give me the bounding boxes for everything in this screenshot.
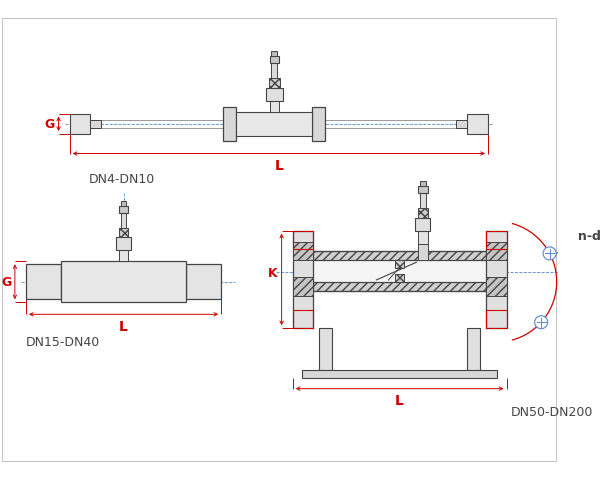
- Bar: [121, 214, 127, 228]
- Text: G: G: [1, 276, 11, 288]
- Bar: [271, 64, 277, 79]
- Bar: [293, 310, 313, 329]
- Bar: [266, 88, 283, 101]
- Bar: [293, 242, 313, 261]
- Bar: [313, 261, 486, 282]
- Text: DN50-DN200: DN50-DN200: [511, 406, 593, 419]
- Bar: [313, 282, 486, 291]
- Bar: [418, 244, 428, 261]
- Bar: [395, 275, 404, 282]
- Bar: [418, 231, 428, 244]
- Bar: [26, 264, 61, 300]
- Bar: [119, 251, 128, 262]
- Text: DN15-DN40: DN15-DN40: [26, 335, 100, 348]
- Bar: [186, 264, 221, 300]
- Bar: [486, 231, 506, 250]
- Text: DN4-DN10: DN4-DN10: [88, 173, 155, 186]
- Bar: [457, 121, 467, 128]
- Bar: [119, 228, 128, 238]
- Text: K: K: [268, 266, 278, 279]
- Text: L: L: [119, 319, 128, 333]
- Bar: [302, 370, 497, 378]
- Bar: [223, 108, 236, 141]
- Text: G: G: [44, 118, 55, 131]
- Bar: [116, 238, 131, 251]
- Bar: [293, 231, 313, 250]
- Bar: [395, 261, 404, 268]
- Bar: [420, 182, 425, 187]
- Text: L: L: [395, 394, 404, 408]
- Bar: [293, 231, 313, 329]
- Bar: [70, 114, 90, 135]
- Bar: [418, 187, 428, 194]
- Bar: [467, 114, 488, 135]
- Bar: [293, 277, 313, 296]
- Text: L: L: [274, 159, 283, 173]
- Bar: [486, 231, 506, 329]
- Bar: [415, 218, 430, 231]
- Bar: [271, 52, 277, 57]
- Circle shape: [535, 316, 548, 329]
- Bar: [486, 242, 506, 261]
- Bar: [420, 194, 425, 209]
- Bar: [312, 108, 325, 141]
- Circle shape: [543, 247, 556, 260]
- Bar: [269, 101, 279, 112]
- Bar: [467, 329, 481, 370]
- Text: n-d: n-d: [578, 230, 600, 243]
- Bar: [61, 262, 186, 302]
- Bar: [486, 277, 506, 296]
- Bar: [90, 121, 101, 128]
- Bar: [486, 310, 506, 329]
- Bar: [236, 112, 312, 137]
- Bar: [313, 252, 486, 261]
- Bar: [269, 57, 279, 64]
- Bar: [319, 329, 332, 370]
- Bar: [121, 202, 127, 206]
- Bar: [418, 209, 428, 218]
- Bar: [269, 79, 280, 88]
- Bar: [119, 206, 128, 214]
